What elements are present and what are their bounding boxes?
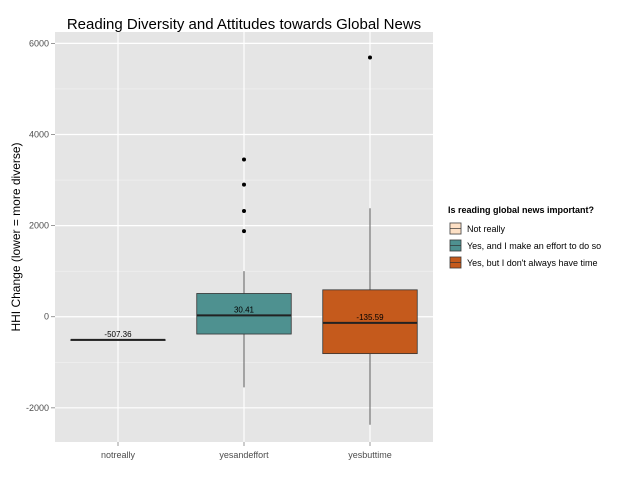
chart-title: Reading Diversity and Attitudes towards … bbox=[67, 16, 421, 33]
y-tick-label: 0 bbox=[44, 312, 49, 322]
outlier-point bbox=[242, 157, 246, 162]
x-tick-label: yesandeffort bbox=[219, 450, 269, 460]
median-label: -507.36 bbox=[104, 330, 132, 339]
y-tick-label: 4000 bbox=[29, 130, 49, 140]
box-notreally: -507.36 bbox=[70, 330, 166, 341]
boxes: -507.36 30.41 -135.59 bbox=[70, 55, 418, 425]
y-axis: -2000 0 2000 4000 6000 bbox=[26, 38, 55, 413]
legend-title: Is reading global news important? bbox=[448, 205, 594, 215]
median-label: -135.59 bbox=[356, 313, 384, 322]
legend-label: Yes, and I make an effort to do so bbox=[467, 241, 601, 251]
y-tick-label: 6000 bbox=[29, 38, 49, 48]
outlier-point bbox=[368, 55, 372, 60]
y-tick-label: -2000 bbox=[26, 403, 49, 413]
x-tick-label: yesbuttime bbox=[348, 450, 392, 460]
outlier-point bbox=[242, 229, 246, 234]
outlier-point bbox=[242, 182, 246, 187]
legend: Is reading global news important? Not re… bbox=[448, 205, 601, 269]
x-axis: notreally yesandeffort yesbuttime bbox=[101, 442, 392, 460]
median-label: 30.41 bbox=[234, 305, 255, 314]
y-axis-title: HHI Change (lower = more diverse) bbox=[9, 142, 23, 331]
y-tick-label: 2000 bbox=[29, 221, 49, 231]
x-tick-label: notreally bbox=[101, 450, 136, 460]
legend-label: Not really bbox=[467, 224, 506, 234]
outlier-point bbox=[242, 209, 246, 214]
box-body bbox=[196, 293, 292, 335]
box-body bbox=[322, 289, 418, 355]
legend-label: Yes, but I don't always have time bbox=[467, 258, 597, 268]
box-yesbuttime: -135.59 bbox=[322, 55, 418, 425]
box-yesandeffort: 30.41 bbox=[196, 157, 292, 388]
